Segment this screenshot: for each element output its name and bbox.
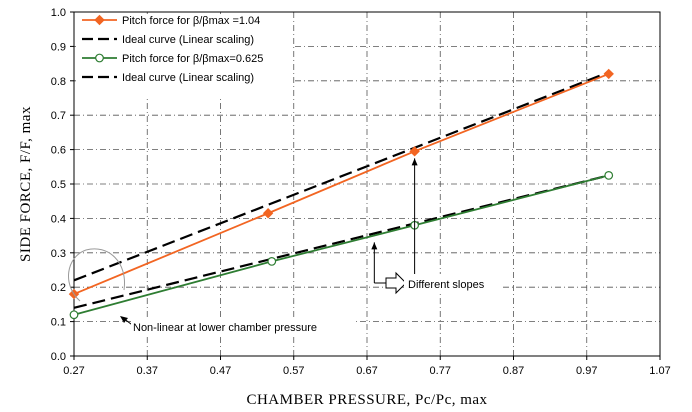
series-2: [69, 170, 614, 320]
y-tick-label: 0.2: [51, 282, 66, 294]
y-tick-label: 0.7: [51, 110, 66, 122]
y-axis-title: SIDE FORCE, F/F, max: [18, 106, 34, 262]
series-marker-diamond: [262, 208, 274, 219]
y-tick-label: 0.6: [51, 145, 66, 157]
x-tick-label: 0.67: [356, 365, 377, 377]
x-tick-label: 0.87: [503, 365, 524, 377]
x-tick-label: 0.57: [283, 365, 304, 377]
pitch-force-line: [73, 174, 609, 316]
axis-ticks: 0.27 0.37 0.47 0.57 0.67 0.77 0.87 0.97 1.07 0.0 0…: [51, 7, 671, 377]
slope-arrowhead-lower: [371, 242, 378, 250]
y-tick-label: 0.8: [51, 76, 66, 88]
series-layer: [68, 68, 614, 320]
legend-label-3: Ideal curve (Linear scaling): [122, 72, 254, 84]
series-1: [73, 71, 610, 282]
y-tick-label: 0.9: [51, 41, 66, 53]
legend-label-1: Ideal curve (Linear scaling): [122, 34, 254, 46]
legend: Pitch force for β/βmax =1.04 Ideal curve …: [76, 14, 292, 98]
non-linear-arrowhead: [120, 316, 128, 323]
block-arrow-icon: [385, 271, 407, 295]
y-tick-label: 0.4: [51, 213, 66, 225]
x-tick-label: 0.37: [137, 365, 158, 377]
x-tick-label: 0.77: [430, 365, 451, 377]
x-tick-label: 0.97: [576, 365, 597, 377]
series-marker-diamond: [94, 14, 105, 26]
y-tick-label: 0.1: [51, 317, 66, 329]
x-axis-title: CHAMBER PRESSURE, Pc/Pc, max: [246, 392, 487, 408]
legend-background: [76, 14, 292, 98]
different-slopes-label: Different slopes: [408, 279, 485, 291]
series-marker-circle: [95, 53, 104, 63]
x-tick-label: 0.27: [63, 365, 84, 377]
slope-arrowhead-upper: [411, 158, 418, 166]
series-marker-circle: [69, 310, 79, 320]
legend-label-0: Pitch force for β/βmax =1.04: [122, 15, 260, 27]
series-marker-diamond: [603, 68, 614, 80]
non-linear-bracket: [68, 248, 125, 302]
y-tick-label: 1.0: [51, 7, 66, 19]
different-slopes-bg: [404, 274, 502, 292]
series-0: [68, 68, 614, 300]
y-tick-label: 0.3: [51, 248, 66, 260]
series-marker-diamond: [409, 146, 420, 157]
y-tick-label: 0.0: [51, 351, 66, 363]
x-tick-label: 0.47: [210, 365, 231, 377]
non-linear-bg: [131, 319, 355, 335]
annotations: Different slopes Non-linear at lower cham…: [68, 158, 502, 335]
pitch-force-line: [73, 73, 610, 295]
non-linear-label: Non-linear at lower chamber pressure: [133, 322, 317, 334]
y-tick-label: 0.5: [51, 179, 66, 191]
series-marker-circle: [267, 257, 277, 266]
series-marker-circle: [604, 170, 614, 180]
legend-label-2: Pitch force for β/βmax=0.625: [122, 53, 263, 65]
x-tick-label: 1.07: [649, 365, 670, 377]
ideal-curve-line: [73, 71, 610, 282]
